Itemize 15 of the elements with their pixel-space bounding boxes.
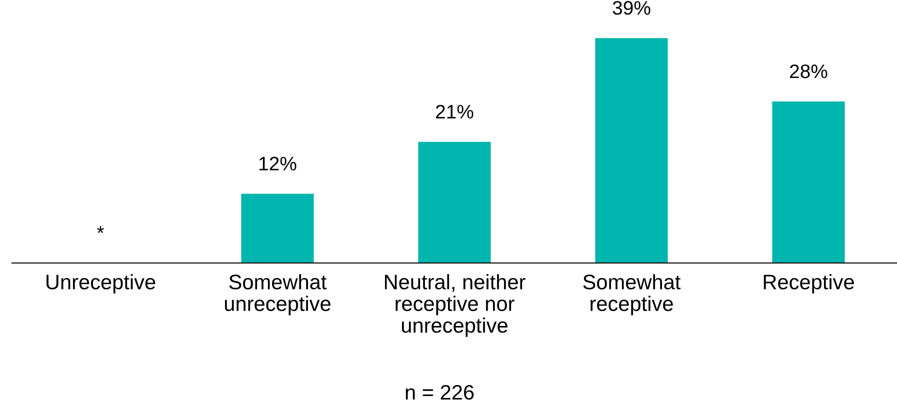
data-label: * bbox=[97, 226, 104, 233]
data-label: 39% bbox=[612, 1, 650, 15]
x-tick-label: Unreceptive bbox=[46, 274, 156, 294]
x-tick-label: Receptive bbox=[764, 274, 854, 294]
bar bbox=[241, 194, 314, 263]
x-tick-label: Neutral, neither receptive nor unreceptive bbox=[384, 274, 526, 337]
data-label: 12% bbox=[260, 156, 296, 170]
bar bbox=[595, 38, 668, 263]
bar bbox=[418, 142, 491, 263]
bar bbox=[772, 102, 845, 263]
x-tick-label: Somewhat receptive bbox=[583, 274, 681, 316]
data-label: 28% bbox=[790, 64, 828, 78]
text: n = 226 bbox=[406, 384, 474, 400]
data-label: 21% bbox=[436, 104, 474, 119]
x-tick-label: Somewhat unreceptive bbox=[225, 274, 330, 316]
